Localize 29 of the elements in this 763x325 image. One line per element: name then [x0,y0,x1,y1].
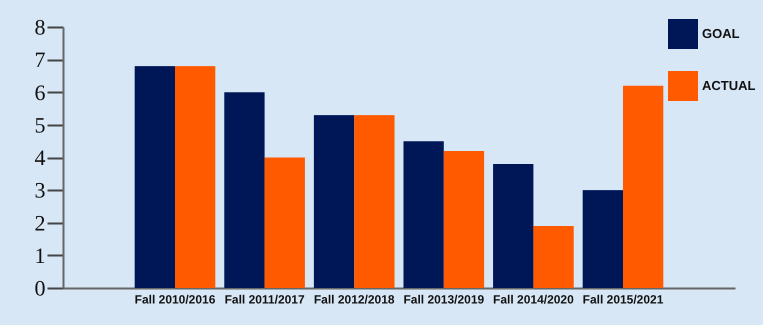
x-tick-label: Fall 2013/2019 [403,292,484,306]
x-tick-label: Fall 2012/2018 [314,292,395,306]
x-tick-label: Fall 2014/2020 [493,292,574,306]
bar [623,86,664,288]
legend-label: GOAL [702,26,740,41]
y-tick-label: 8 [34,14,46,40]
x-tick-label: Fall 2010/2016 [134,292,216,306]
y-tick-label: 7 [34,47,46,72]
bar [314,115,354,288]
x-tick-label: Fall 2011/2017 [224,292,305,306]
bar [493,164,534,288]
bar [444,150,484,288]
y-tick-label: 0 [34,276,46,300]
y-tick-label: 1 [34,242,46,268]
bar [264,158,305,288]
bar [403,141,444,288]
bar [224,92,265,288]
x-tick-label: Fall 2015/2021 [582,292,664,306]
y-tick-label: 3 [34,178,46,203]
bar [175,66,216,288]
bar [354,115,395,288]
y-tick-label: 6 [34,80,46,105]
bar [582,190,623,288]
y-tick-label: 4 [34,145,46,170]
y-tick-label: 2 [34,210,46,236]
bar [134,66,175,288]
bar [533,226,574,288]
legend-label: ACTUAL [702,78,756,93]
y-tick-label: 5 [34,112,46,138]
